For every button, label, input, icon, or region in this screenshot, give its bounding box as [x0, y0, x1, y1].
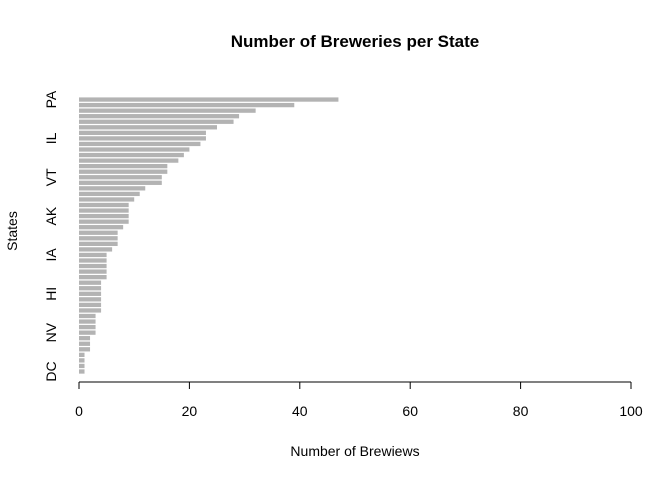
bar — [79, 130, 206, 135]
y-tick-label: NV — [43, 322, 59, 342]
x-tick-label: 0 — [75, 403, 83, 419]
bar — [79, 169, 168, 174]
bar — [79, 252, 107, 258]
bar — [79, 291, 102, 296]
bar — [79, 280, 102, 285]
y-tick-label: DC — [43, 361, 59, 381]
bar — [79, 191, 140, 197]
bar — [79, 275, 107, 280]
bar — [79, 286, 102, 291]
x-tick-label: 40 — [292, 403, 308, 419]
bar — [79, 269, 107, 274]
bar — [79, 180, 162, 185]
y-tick-label: HI — [43, 287, 59, 301]
bar — [79, 297, 102, 302]
y-axis-label: States — [4, 211, 20, 251]
bar — [79, 241, 118, 246]
bar — [79, 319, 96, 324]
bar — [79, 197, 135, 202]
bar — [79, 164, 168, 169]
bar — [79, 263, 107, 269]
bar — [79, 236, 118, 241]
bar — [79, 258, 107, 263]
bar — [79, 324, 96, 330]
bar — [79, 341, 91, 346]
y-tick-label: IL — [43, 132, 59, 144]
bar — [79, 225, 124, 230]
bar — [79, 125, 217, 130]
bar — [79, 302, 102, 308]
bar — [79, 158, 179, 163]
bar — [79, 119, 234, 124]
y-tick-label: AK — [43, 206, 59, 225]
bar — [79, 186, 146, 191]
x-axis-ticks: 0 20 40 60 80 100 — [75, 382, 643, 419]
y-tick-label: PA — [43, 90, 59, 108]
bar — [79, 247, 113, 252]
bar — [79, 147, 190, 152]
x-tick-label: 100 — [619, 403, 643, 419]
x-axis-label: Number of Brewiews — [290, 443, 419, 459]
bar — [79, 330, 96, 335]
x-tick-label: 60 — [402, 403, 418, 419]
chart-title: Number of Breweries per State — [231, 32, 479, 51]
bar — [79, 308, 102, 313]
bar — [79, 202, 129, 208]
bar — [79, 313, 96, 319]
bar — [79, 136, 206, 141]
bar — [79, 141, 201, 147]
bar — [79, 208, 129, 213]
y-tick-label: IA — [43, 248, 59, 262]
bar — [79, 108, 256, 113]
bar — [79, 97, 339, 102]
bars-group — [79, 97, 339, 374]
x-tick-label: 80 — [513, 403, 529, 419]
x-tick-label: 20 — [182, 403, 198, 419]
bar — [79, 102, 295, 108]
bar — [79, 175, 162, 180]
bar — [79, 369, 85, 374]
bar — [79, 358, 85, 363]
bar — [79, 114, 240, 119]
bar — [79, 336, 91, 341]
bar — [79, 363, 85, 369]
bar — [79, 230, 118, 235]
bar — [79, 152, 184, 158]
bar — [79, 213, 129, 219]
bar — [79, 352, 85, 357]
bar — [79, 347, 91, 352]
y-tick-label: VT — [43, 168, 59, 186]
bar — [79, 219, 129, 224]
y-axis-ticks: PA IL VT AK IA HI NV DC — [43, 90, 59, 382]
